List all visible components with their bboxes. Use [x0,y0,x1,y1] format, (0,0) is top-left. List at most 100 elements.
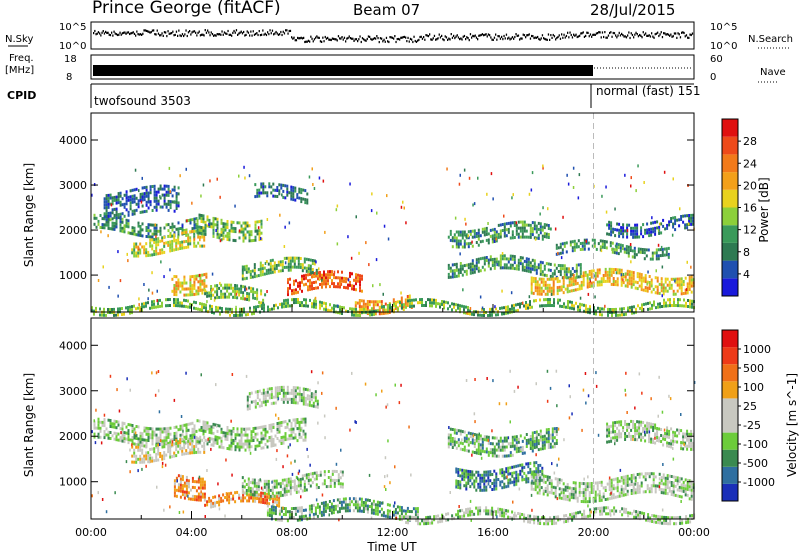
cpid-left-text: twofsound 3503 [94,94,191,108]
noise-trace [93,29,694,44]
freq-label-1: Freq. [9,53,34,64]
power-echo-band [93,213,198,239]
velocity-colorbar-cell [722,381,738,399]
velocity-echo-band [204,490,281,509]
station-title: Prince George (fitACF) [92,0,281,18]
date-title: 28/Jul/2015 [590,1,675,19]
x-tick-label: 00:00 [75,526,107,539]
power-y-tick-label: 2000 [59,224,87,237]
velocity-colorbar: 1000 500 100 25 -25 -100 -500 -1000 [721,329,775,502]
power-echo-band [171,272,208,297]
x-tick-label: 04:00 [176,526,208,539]
power-colorbar-cell [722,189,738,208]
velocity-echo-band [606,419,695,451]
power-colorbar-tick-label: 4 [743,268,750,281]
noise-panel [90,21,695,50]
velocity-echo-band [530,472,695,504]
noise-tick-top-right: 10^5 [710,22,737,33]
power-y-tick-label: 1000 [59,269,87,282]
velocity-colorbar-tick-label: -1000 [743,476,775,489]
power-echo-band [555,238,670,261]
velocity-colorbar-tick-label: 1000 [743,343,771,356]
velocity-echo-band [93,417,198,449]
velocity-y-tick-label: 2000 [59,430,87,443]
velocity-y-tick-label: 4000 [59,339,87,352]
velocity-panel: 4000 3000 2000 1000 [59,317,696,526]
velocity-colorbar-tick-label: 100 [743,381,764,394]
x-tick-label: 20:00 [578,526,610,539]
power-colorbar-tick-label: 28 [743,135,757,148]
velocity-colorbar-tick-label: -500 [743,457,768,470]
power-colorbar-cell [722,136,738,155]
power-colorbar-label: Power [dB] [757,177,771,242]
power-colorbar-cell [722,207,738,226]
velocity-echo-band [241,469,344,498]
power-colorbar-tick-label: 12 [743,224,757,237]
power-echo-band [131,229,206,258]
power-echo-band [241,256,318,281]
x-axis-label: Time UT [366,540,417,554]
power-colorbar-cell [722,154,738,173]
velocity-colorbar-cell [722,398,738,416]
velocity-colorbar-frame [721,329,739,502]
velocity-y-axis-label: Slant Range [km] [22,373,36,477]
power-colorbar-tick-label: 16 [743,202,757,215]
power-panel: 4000 3000 2000 1000 [59,112,695,317]
noise-tick-top-left: 10^5 [59,22,86,33]
velocity-colorbar-cell [722,466,738,484]
x-tick-labels: 00:00 04:00 08:00 12:00 16:00 20:00 00:00 [75,526,710,539]
velocity-colorbar-tick-label: 25 [743,400,757,413]
velocity-echo-band [173,474,206,502]
power-echo-band [103,184,180,222]
power-y-tick-label: 4000 [59,134,87,147]
power-y-tick-label: 3000 [59,179,87,192]
velocity-y-tick-label: 3000 [59,385,87,398]
velocity-colorbar-cell [722,483,738,501]
noise-tick-bottom-left: 10^0 [59,41,86,52]
velocity-colorbar-cell [722,432,738,450]
velocity-echo-band [266,497,419,523]
power-echo-band [196,213,263,243]
power-colorbar-cell [722,225,738,243]
power-colorbar-cell [722,242,738,261]
freq-label-2: [MHz] [5,65,34,76]
x-tick-label: 08:00 [276,526,308,539]
power-colorbar-tick-label: 20 [743,179,757,192]
power-colorbar-cell [722,278,738,296]
power-colorbar-cell [722,260,738,279]
freq-tick-top: 18 [64,54,77,65]
velocity-colorbar-cell [722,364,738,382]
nsky-label: N.Sky [5,34,33,45]
velocity-colorbar-cell [722,330,738,348]
x-tick-label: 12:00 [377,526,409,539]
nave-label: Nave [760,67,786,78]
power-echo-band [254,182,309,205]
velocity-colorbar-label: Velocity [m s^-1] [785,373,799,477]
power-echo-band [530,267,695,296]
velocity-colorbar-cell [722,449,738,467]
power-colorbar: 28 24 20 16 12 8 4 [721,118,757,297]
power-speckle [91,164,695,315]
velocity-echo-band [196,417,307,452]
velocity-colorbar-cell [722,415,738,433]
cpid-right-text: normal (fast) 151 [596,84,700,98]
freq-panel [90,54,695,80]
power-echo-band [447,220,552,249]
velocity-echo-band [246,385,319,411]
velocity-speckle [91,369,696,522]
beam-title: Beam 07 [353,1,420,19]
x-tick-label: 00:00 [678,526,710,539]
velocity-colorbar-cell [722,347,738,365]
velocity-y-tick-label: 1000 [59,476,87,489]
power-echo-band [204,283,267,305]
noise-tick-bottom-right: 10^0 [710,41,737,52]
power-colorbar-tick-label: 8 [743,246,750,259]
power-y-axis-label: Slant Range [km] [22,163,36,267]
freq-tick-bottom: 8 [66,72,72,83]
nave-tick-top: 60 [710,54,723,65]
x-tick-label: 16:00 [477,526,509,539]
velocity-colorbar-tick-label: -100 [743,438,768,451]
freq-bar-twofsound [93,65,593,76]
nave-tick-bottom: 0 [710,72,716,83]
